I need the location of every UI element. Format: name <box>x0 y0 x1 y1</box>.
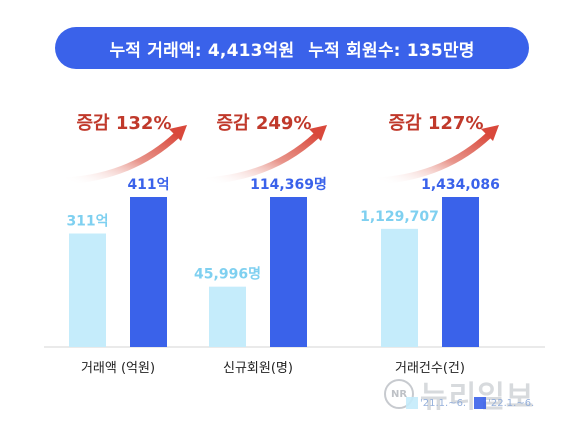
growth-arrowhead-2 <box>309 125 327 141</box>
growth-arrowhead-1 <box>169 125 187 141</box>
legend-swatch-curr <box>474 397 487 409</box>
bar-curr-3 <box>442 197 479 347</box>
legend: '21.1.~6. '22.1.~6. <box>406 397 542 409</box>
growth-label-1: 증감 132% <box>77 113 172 134</box>
total-transaction-text: 누적 거래액: 4,413억원 <box>109 40 295 61</box>
growth-label-2: 증감 249% <box>217 113 312 134</box>
growth-arrow-3 <box>373 131 493 185</box>
legend-item-curr: '22.1.~6. <box>474 397 534 409</box>
category-label-3: 거래건수(건) <box>395 361 465 376</box>
growth-arrow-2 <box>201 131 321 185</box>
legend-label-prev: '21.1.~6. <box>420 397 467 409</box>
data-label-prev-3: 1,129,707 <box>360 209 439 225</box>
bar-curr-2 <box>270 197 307 347</box>
data-label-curr-2: 114,369명 <box>250 176 327 193</box>
bar-prev-1 <box>69 233 106 347</box>
bar-prev-3 <box>381 228 418 347</box>
watermark-logo: NR <box>384 379 414 409</box>
growth-arrow-1 <box>61 131 181 185</box>
watermark: NR 뉴리일보 <box>384 372 534 416</box>
data-label-prev-2: 45,996명 <box>194 266 261 283</box>
data-label-curr-3: 1,434,086 <box>421 177 500 193</box>
data-label-prev-1: 311억 <box>66 213 108 229</box>
summary-banner: 누적 거래액: 4,413억원 누적 회원수: 135만명 <box>55 27 529 69</box>
legend-item-prev: '21.1.~6. <box>406 397 466 409</box>
legend-swatch-prev <box>406 397 418 409</box>
total-members-text: 누적 회원수: 135만명 <box>308 40 475 61</box>
category-label-1: 거래액 (억원) <box>81 361 155 376</box>
growth-label-3: 증감 127% <box>389 113 484 134</box>
watermark-text: 뉴리일보 <box>420 372 534 416</box>
growth-arrowhead-3 <box>481 125 499 141</box>
legend-label-curr: '22.1.~6. <box>488 397 535 409</box>
bar-curr-1 <box>130 197 167 347</box>
data-label-curr-1: 411억 <box>127 177 169 193</box>
category-label-2: 신규회원(명) <box>223 361 293 376</box>
bar-prev-2 <box>209 286 246 347</box>
